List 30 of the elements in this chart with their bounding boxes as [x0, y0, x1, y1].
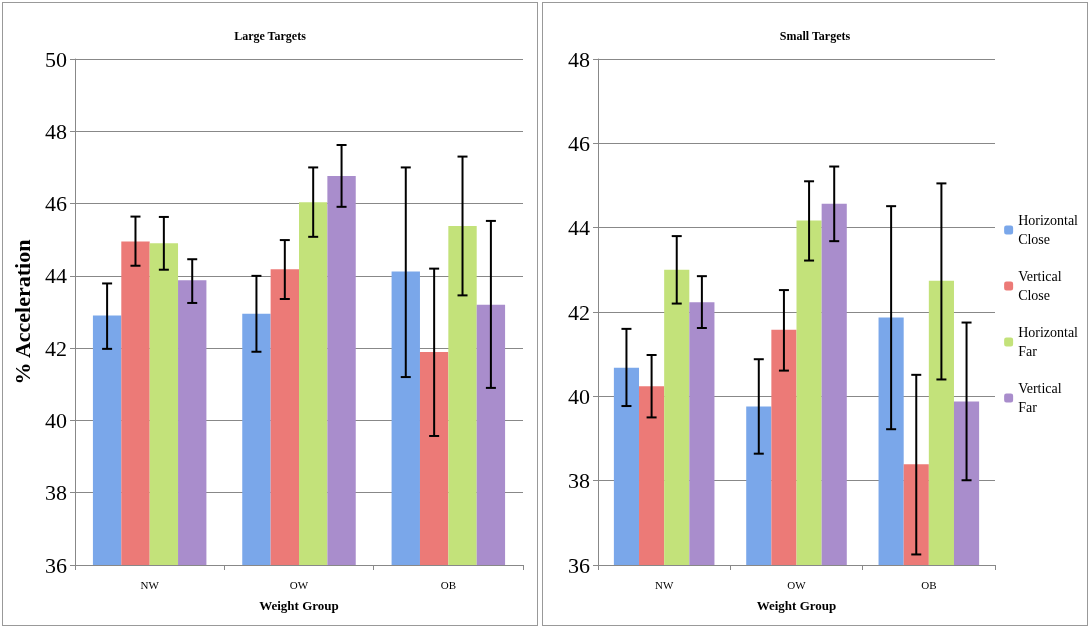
- y-tick-label: 44: [45, 263, 67, 289]
- legend-label: Horizontal Close: [1018, 213, 1079, 247]
- y-tick-label: 40: [45, 407, 67, 433]
- x-tick-label: NW: [655, 578, 674, 591]
- legend-label: Vertical Far: [1018, 381, 1062, 415]
- x-axis-title: Weight Group: [259, 598, 339, 613]
- x-tick-label: OW: [787, 578, 807, 591]
- y-tick-label: 38: [45, 480, 67, 506]
- chart-title: Large Targets: [234, 29, 307, 43]
- y-tick-label: 38: [568, 468, 590, 494]
- y-axis-title: % Acceleration: [9, 239, 35, 385]
- y-tick-label: 44: [568, 215, 590, 241]
- y-tick-label: 40: [568, 383, 590, 409]
- x-tick-label: OB: [440, 578, 456, 591]
- y-tick-label: 46: [568, 130, 590, 156]
- y-tick-label: 46: [45, 191, 67, 217]
- y-tick-label: 48: [568, 46, 590, 72]
- chart-title: Small Targets: [779, 29, 851, 43]
- y-tick-label: 50: [45, 46, 67, 72]
- y-tick-label: 42: [45, 335, 67, 361]
- y-tick-label: 42: [568, 299, 590, 325]
- x-axis-title: Weight Group: [756, 598, 837, 613]
- legend-label: Vertical Close: [1018, 269, 1062, 303]
- legend-label: Horizontal Far: [1018, 325, 1079, 359]
- x-tick-label: OB: [921, 578, 937, 591]
- y-tick-label: 48: [45, 118, 67, 144]
- x-tick-label: NW: [140, 578, 160, 591]
- x-tick-label: OW: [289, 578, 309, 591]
- y-tick-label: 36: [45, 552, 67, 578]
- y-tick-label: 36: [568, 552, 590, 578]
